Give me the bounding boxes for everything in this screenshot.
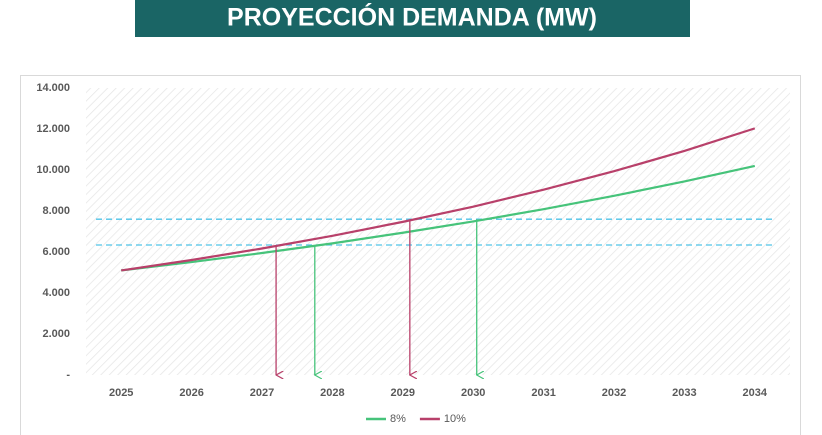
y-tick-label: 12.000 bbox=[36, 123, 70, 135]
y-tick-label: 6.000 bbox=[42, 246, 70, 258]
x-tick-label: 2025 bbox=[109, 387, 133, 399]
x-tick-label: 2033 bbox=[672, 387, 696, 399]
y-tick-label: - bbox=[66, 369, 70, 381]
x-tick-label: 2030 bbox=[461, 387, 485, 399]
x-tick-label: 2034 bbox=[743, 387, 768, 399]
plot-area bbox=[86, 88, 790, 375]
x-tick-label: 2028 bbox=[320, 387, 344, 399]
x-tick-label: 2026 bbox=[179, 387, 203, 399]
y-tick-label: 10.000 bbox=[36, 164, 70, 176]
x-tick-label: 2032 bbox=[602, 387, 626, 399]
y-tick-label: 2.000 bbox=[42, 328, 70, 340]
x-tick-label: 2029 bbox=[391, 387, 415, 399]
chart-title: PROYECCIÓN DEMANDA (MW) bbox=[227, 2, 597, 32]
y-tick-label: 14.000 bbox=[36, 82, 70, 94]
series-line bbox=[121, 127, 756, 272]
legend-label: 10% bbox=[444, 413, 466, 425]
title-banner bbox=[135, 0, 690, 37]
legend-label: 8% bbox=[390, 413, 406, 425]
y-tick-label: 8.000 bbox=[42, 205, 70, 217]
x-tick-label: 2031 bbox=[531, 387, 555, 399]
series-line bbox=[121, 164, 756, 272]
x-tick-label: 2027 bbox=[250, 387, 274, 399]
y-tick-label: 4.000 bbox=[42, 287, 70, 299]
